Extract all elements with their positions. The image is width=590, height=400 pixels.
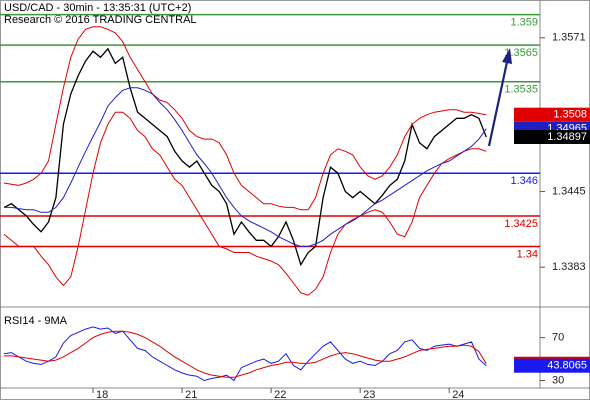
chart-subtitle: Research © 2016 TRADING CENTRAL xyxy=(4,14,197,26)
y-tick-label: 30 xyxy=(552,374,564,386)
level-label: 1.346 xyxy=(510,175,538,187)
last-value-box xyxy=(514,107,590,122)
forecast-arrow xyxy=(487,61,509,147)
last-value-label: 1.34897 xyxy=(547,131,587,143)
arrow-head xyxy=(502,48,512,64)
level-label: 1.3565 xyxy=(504,47,538,59)
last-value-label: 43.8065 xyxy=(547,360,587,372)
x-tick-label: 22 xyxy=(274,389,286,400)
series-line xyxy=(3,326,487,382)
x-tick-label: 21 xyxy=(185,389,197,400)
level-label: 1.359 xyxy=(510,17,538,29)
last-value-label: 1.3508 xyxy=(553,109,587,121)
level-label: 1.3535 xyxy=(504,84,538,96)
series-line xyxy=(4,330,487,378)
y-tick-label: 1.3445 xyxy=(552,185,586,197)
x-tick-label: 18 xyxy=(96,389,108,400)
series-line xyxy=(4,87,487,247)
y-tick-label: 1.3571 xyxy=(552,32,586,44)
series-line xyxy=(3,26,487,211)
level-label: 1.34 xyxy=(517,248,538,260)
x-tick-label: 23 xyxy=(363,389,375,400)
level-label: 1.3425 xyxy=(504,218,538,230)
series-line xyxy=(3,111,487,296)
series-line xyxy=(3,47,487,267)
last-value-box xyxy=(514,358,590,373)
chart-title: USD/CAD - 30min - 13:35:31 (UTC+2) xyxy=(4,2,191,14)
rsi-title: RSI14 - 9MA xyxy=(4,315,68,327)
y-tick-label: 70 xyxy=(552,332,564,344)
x-tick-label: 24 xyxy=(452,389,464,400)
y-tick-label: 1.3383 xyxy=(552,261,586,273)
plot-layer: 1.359 1.3565 1.3535 1.346 1.3425 1.34 xyxy=(0,13,540,382)
last-value-box xyxy=(514,130,590,145)
